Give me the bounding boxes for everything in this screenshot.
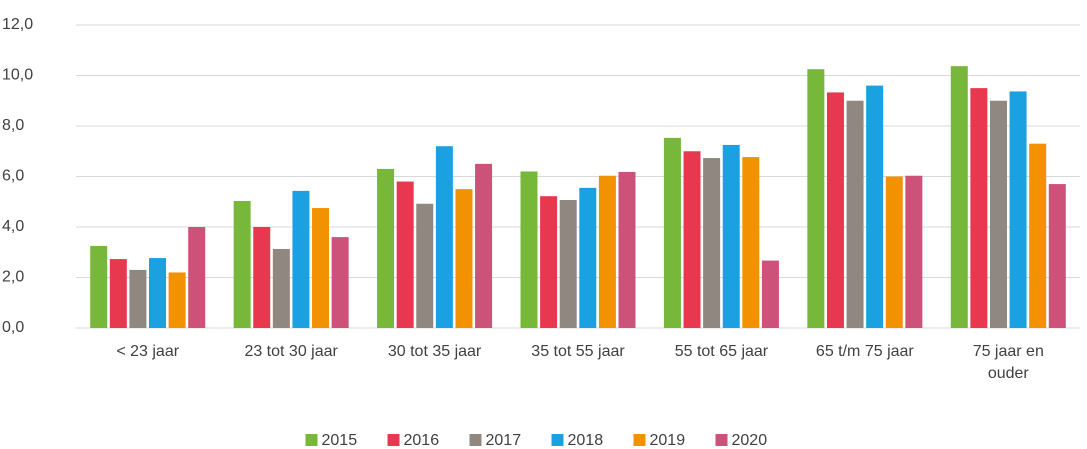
legend-label: 2020	[732, 432, 768, 449]
bar	[168, 272, 186, 328]
y-tick-label: 6,0	[2, 168, 24, 185]
bar	[520, 171, 538, 328]
bar	[989, 100, 1007, 328]
bar	[846, 100, 864, 328]
x-tick-label: 23 tot 30 jaar	[244, 343, 338, 360]
bar	[272, 248, 290, 328]
legend-swatch	[305, 434, 318, 446]
legend-label: 2015	[322, 432, 358, 449]
y-tick-label: 0,0	[2, 319, 24, 336]
legend-swatch	[387, 434, 400, 446]
legend-label: 2018	[568, 432, 604, 449]
bar	[540, 196, 558, 328]
bar	[598, 175, 616, 328]
x-tick-label: 35 tot 55 jaar	[531, 343, 625, 360]
y-tick-label: 2,0	[2, 269, 24, 286]
x-tick-label: 65 t/m 75 jaar	[815, 343, 914, 360]
x-tick-label: 55 tot 65 jaar	[674, 343, 769, 360]
bar	[663, 137, 681, 328]
bar	[188, 227, 206, 328]
legend-swatch	[551, 434, 564, 446]
legend-swatch	[469, 434, 482, 446]
bar	[950, 66, 968, 328]
bar	[396, 181, 414, 328]
x-tick-label: < 23 jaar	[116, 343, 180, 360]
bar	[455, 189, 473, 328]
bar	[618, 171, 636, 328]
bar	[970, 88, 988, 328]
bar	[1029, 143, 1047, 328]
bar	[885, 176, 903, 328]
bar	[1048, 184, 1066, 328]
y-tick-label: 10,0	[2, 67, 33, 84]
bar	[866, 85, 884, 328]
legend-label: 2019	[650, 432, 686, 449]
bar	[149, 258, 167, 328]
y-tick-label: 12,0	[2, 16, 33, 33]
bar	[129, 269, 147, 328]
bar	[109, 259, 127, 328]
bar	[683, 151, 701, 328]
bar	[905, 175, 923, 328]
y-tick-label: 8,0	[2, 117, 24, 134]
bar	[292, 190, 310, 328]
bar	[435, 146, 453, 328]
bar	[416, 203, 434, 328]
x-tick-label: 30 tot 35 jaar	[387, 343, 482, 360]
bar	[761, 260, 779, 328]
legend-swatch	[633, 434, 646, 446]
bar	[742, 157, 760, 328]
bar	[90, 245, 108, 328]
bar	[1009, 91, 1027, 328]
bar	[579, 187, 597, 328]
legend-label: 2016	[404, 432, 440, 449]
bar	[807, 69, 825, 328]
bar	[331, 237, 349, 328]
y-tick-label: 4,0	[2, 218, 24, 235]
x-tick-label: 75 jaar en ouder	[972, 343, 1044, 382]
bar	[559, 199, 577, 328]
bar	[377, 168, 395, 328]
legend-label: 2017	[486, 432, 522, 449]
bar	[722, 144, 740, 328]
bar	[826, 92, 844, 328]
bar	[703, 158, 721, 328]
legend-swatch	[715, 434, 728, 446]
bar	[233, 200, 251, 328]
bar	[253, 227, 271, 328]
bar	[475, 163, 493, 328]
bar	[312, 208, 330, 328]
